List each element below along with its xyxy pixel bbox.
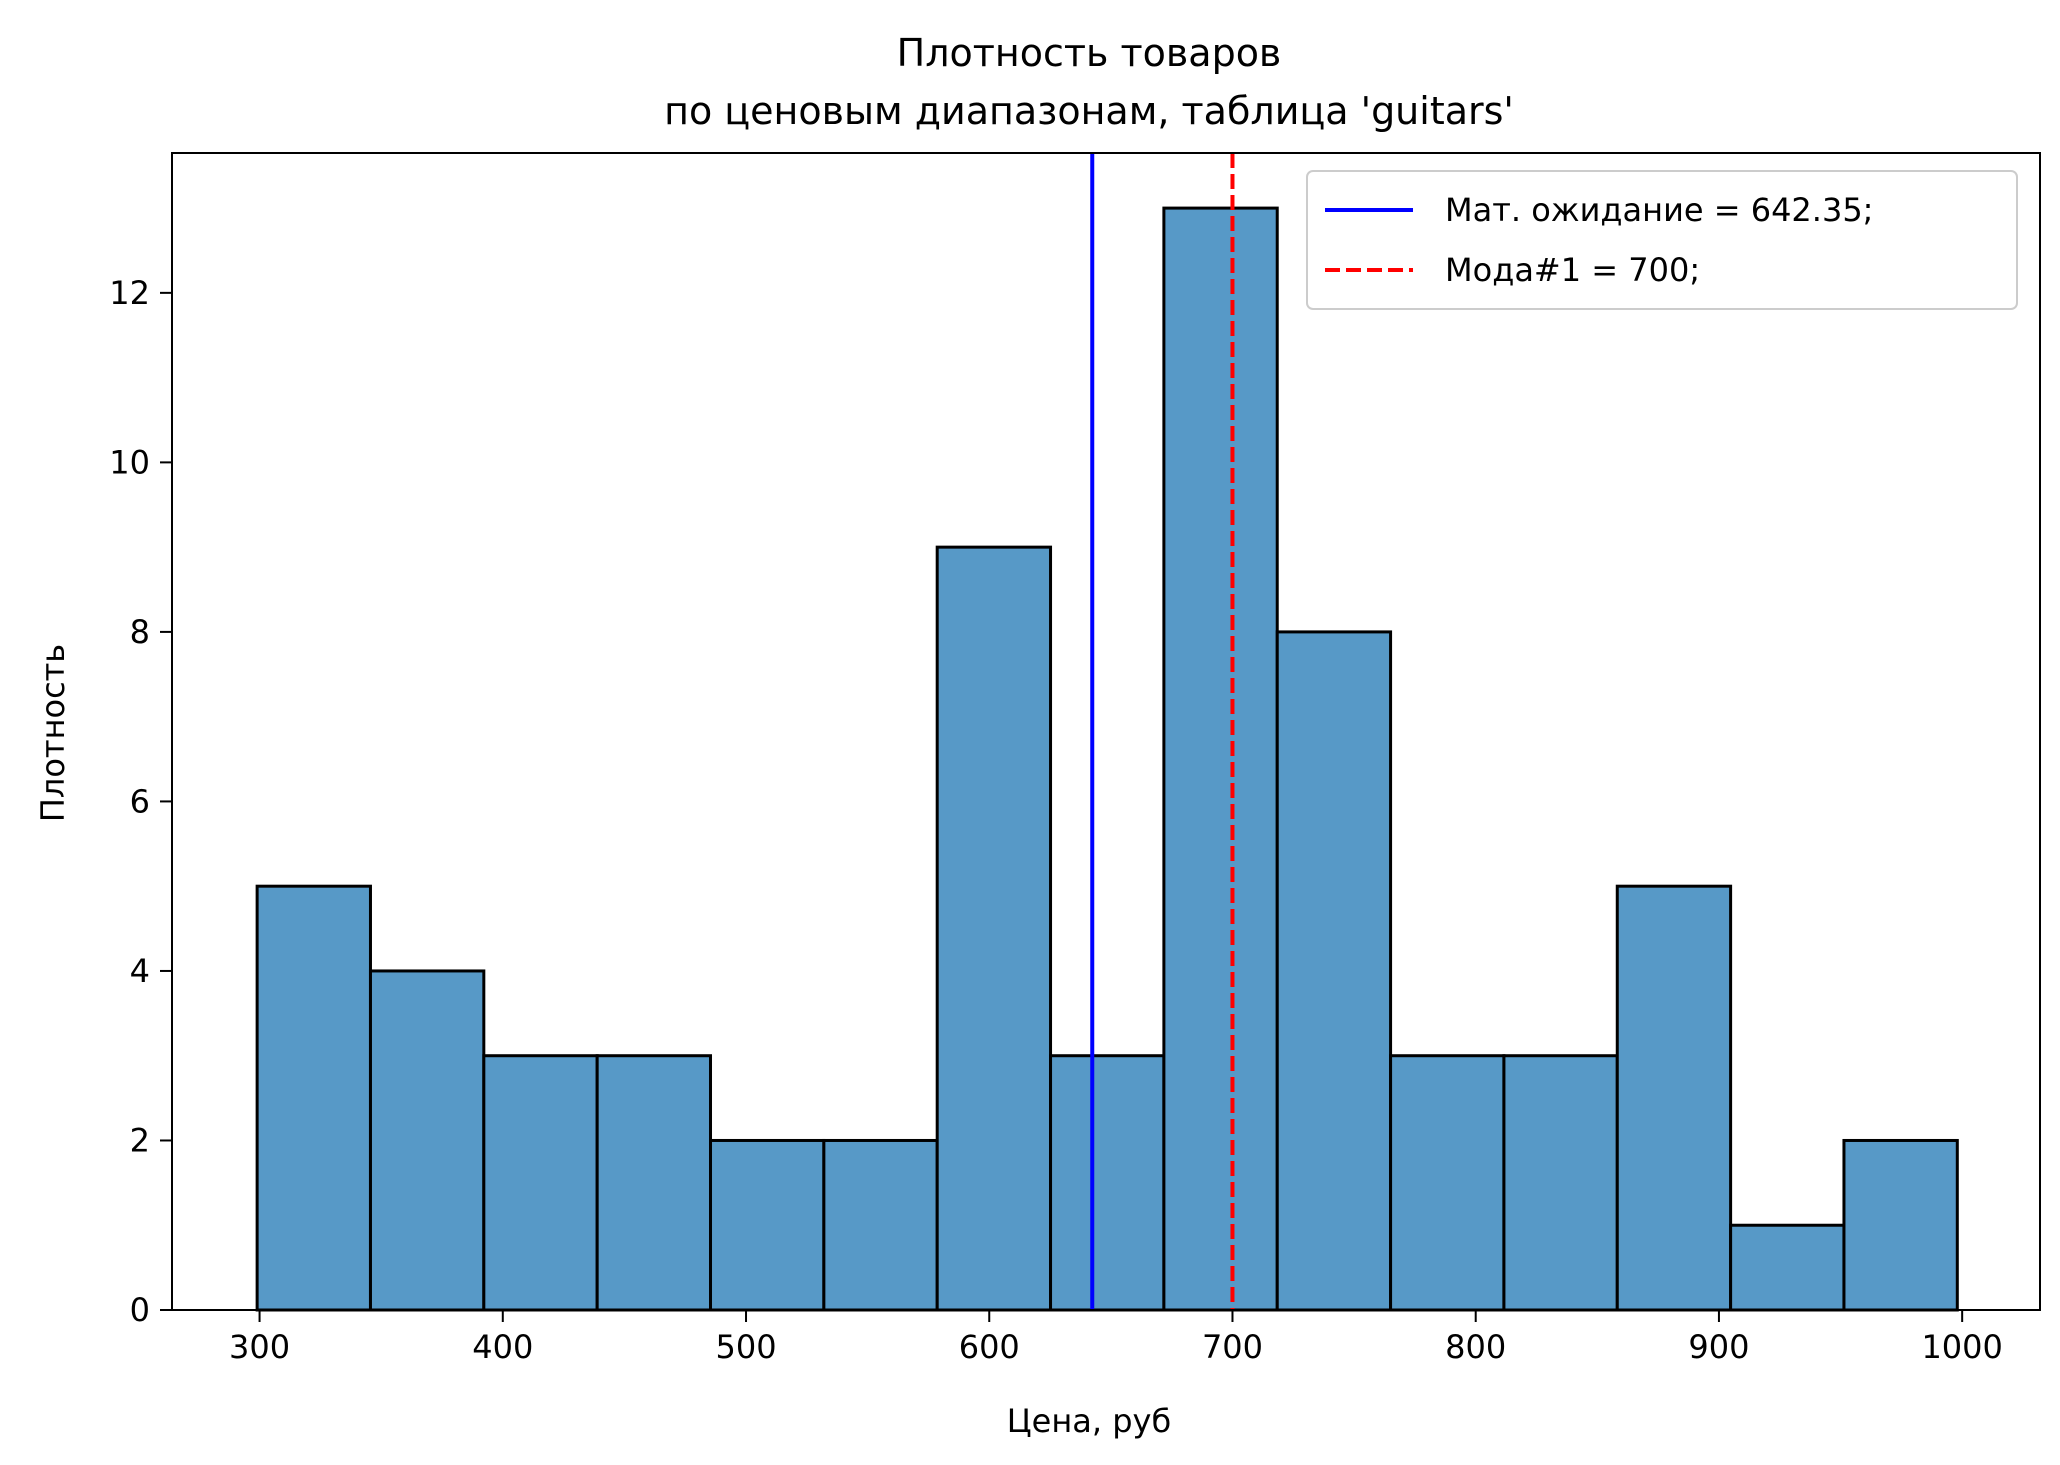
histogram-bar	[595, 1054, 713, 1312]
histogram-bar	[482, 1054, 599, 1312]
x-tick-label: 300	[229, 1328, 290, 1366]
y-tick-label: 12	[109, 274, 150, 312]
plot-area-frame	[171, 152, 2041, 1311]
x-tick-label: 800	[1445, 1328, 1506, 1366]
histogram-bar	[1389, 1054, 1506, 1312]
legend-mode-label: Мода#1 = 700;	[1445, 251, 1700, 289]
legend-mean-label: Мат. ожидание = 642.35;	[1445, 191, 1873, 229]
histogram-bars	[255, 206, 1959, 1312]
x-tick-label: 1000	[1921, 1328, 2002, 1366]
x-axis-ticks: 300 400 500 600 700 800 900 1000	[229, 1310, 2003, 1366]
chart-title-line-2: по ценовым диапазонам, таблица 'guitars'	[664, 89, 1514, 133]
x-tick-label: 400	[472, 1328, 533, 1366]
y-axis-label: Плотность	[34, 644, 72, 822]
histogram-bar	[1162, 206, 1279, 1312]
x-tick-label: 700	[1202, 1328, 1263, 1366]
histogram-bar	[1502, 1054, 1619, 1312]
histogram-bar	[368, 969, 486, 1312]
histogram-bar	[1049, 1054, 1166, 1312]
histogram-bar	[935, 545, 1053, 1312]
y-tick-label: 8	[130, 613, 150, 651]
histogram-bar	[822, 1138, 939, 1312]
x-tick-label: 900	[1688, 1328, 1749, 1366]
histogram-bar	[1615, 884, 1733, 1312]
chart-legend: Мат. ожидание = 642.35; Мода#1 = 700;	[1306, 170, 2018, 310]
histogram-bar	[1842, 1138, 1959, 1312]
y-tick-label: 10	[109, 443, 150, 481]
y-tick-label: 0	[130, 1291, 150, 1329]
reference-lines	[1090, 153, 1235, 1310]
histogram-bar	[255, 884, 372, 1312]
histogram-bar	[1275, 630, 1393, 1312]
y-tick-label: 6	[130, 782, 150, 820]
x-tick-label: 500	[715, 1328, 776, 1366]
x-tick-label: 600	[959, 1328, 1020, 1366]
chart-title-line-1: Плотность товаров	[897, 31, 1282, 75]
chart-title: Плотность товаров по ценовым диапазонам,…	[664, 31, 1514, 133]
y-tick-label: 4	[130, 952, 150, 990]
histogram-bar	[1729, 1223, 1846, 1312]
legend-box	[1306, 170, 2018, 310]
histogram-bar	[709, 1138, 826, 1312]
y-axis-ticks: 0 2 4 6 8 10 12	[109, 274, 172, 1329]
x-axis-label: Цена, руб	[1007, 1402, 1171, 1440]
y-tick-label: 2	[130, 1121, 150, 1159]
